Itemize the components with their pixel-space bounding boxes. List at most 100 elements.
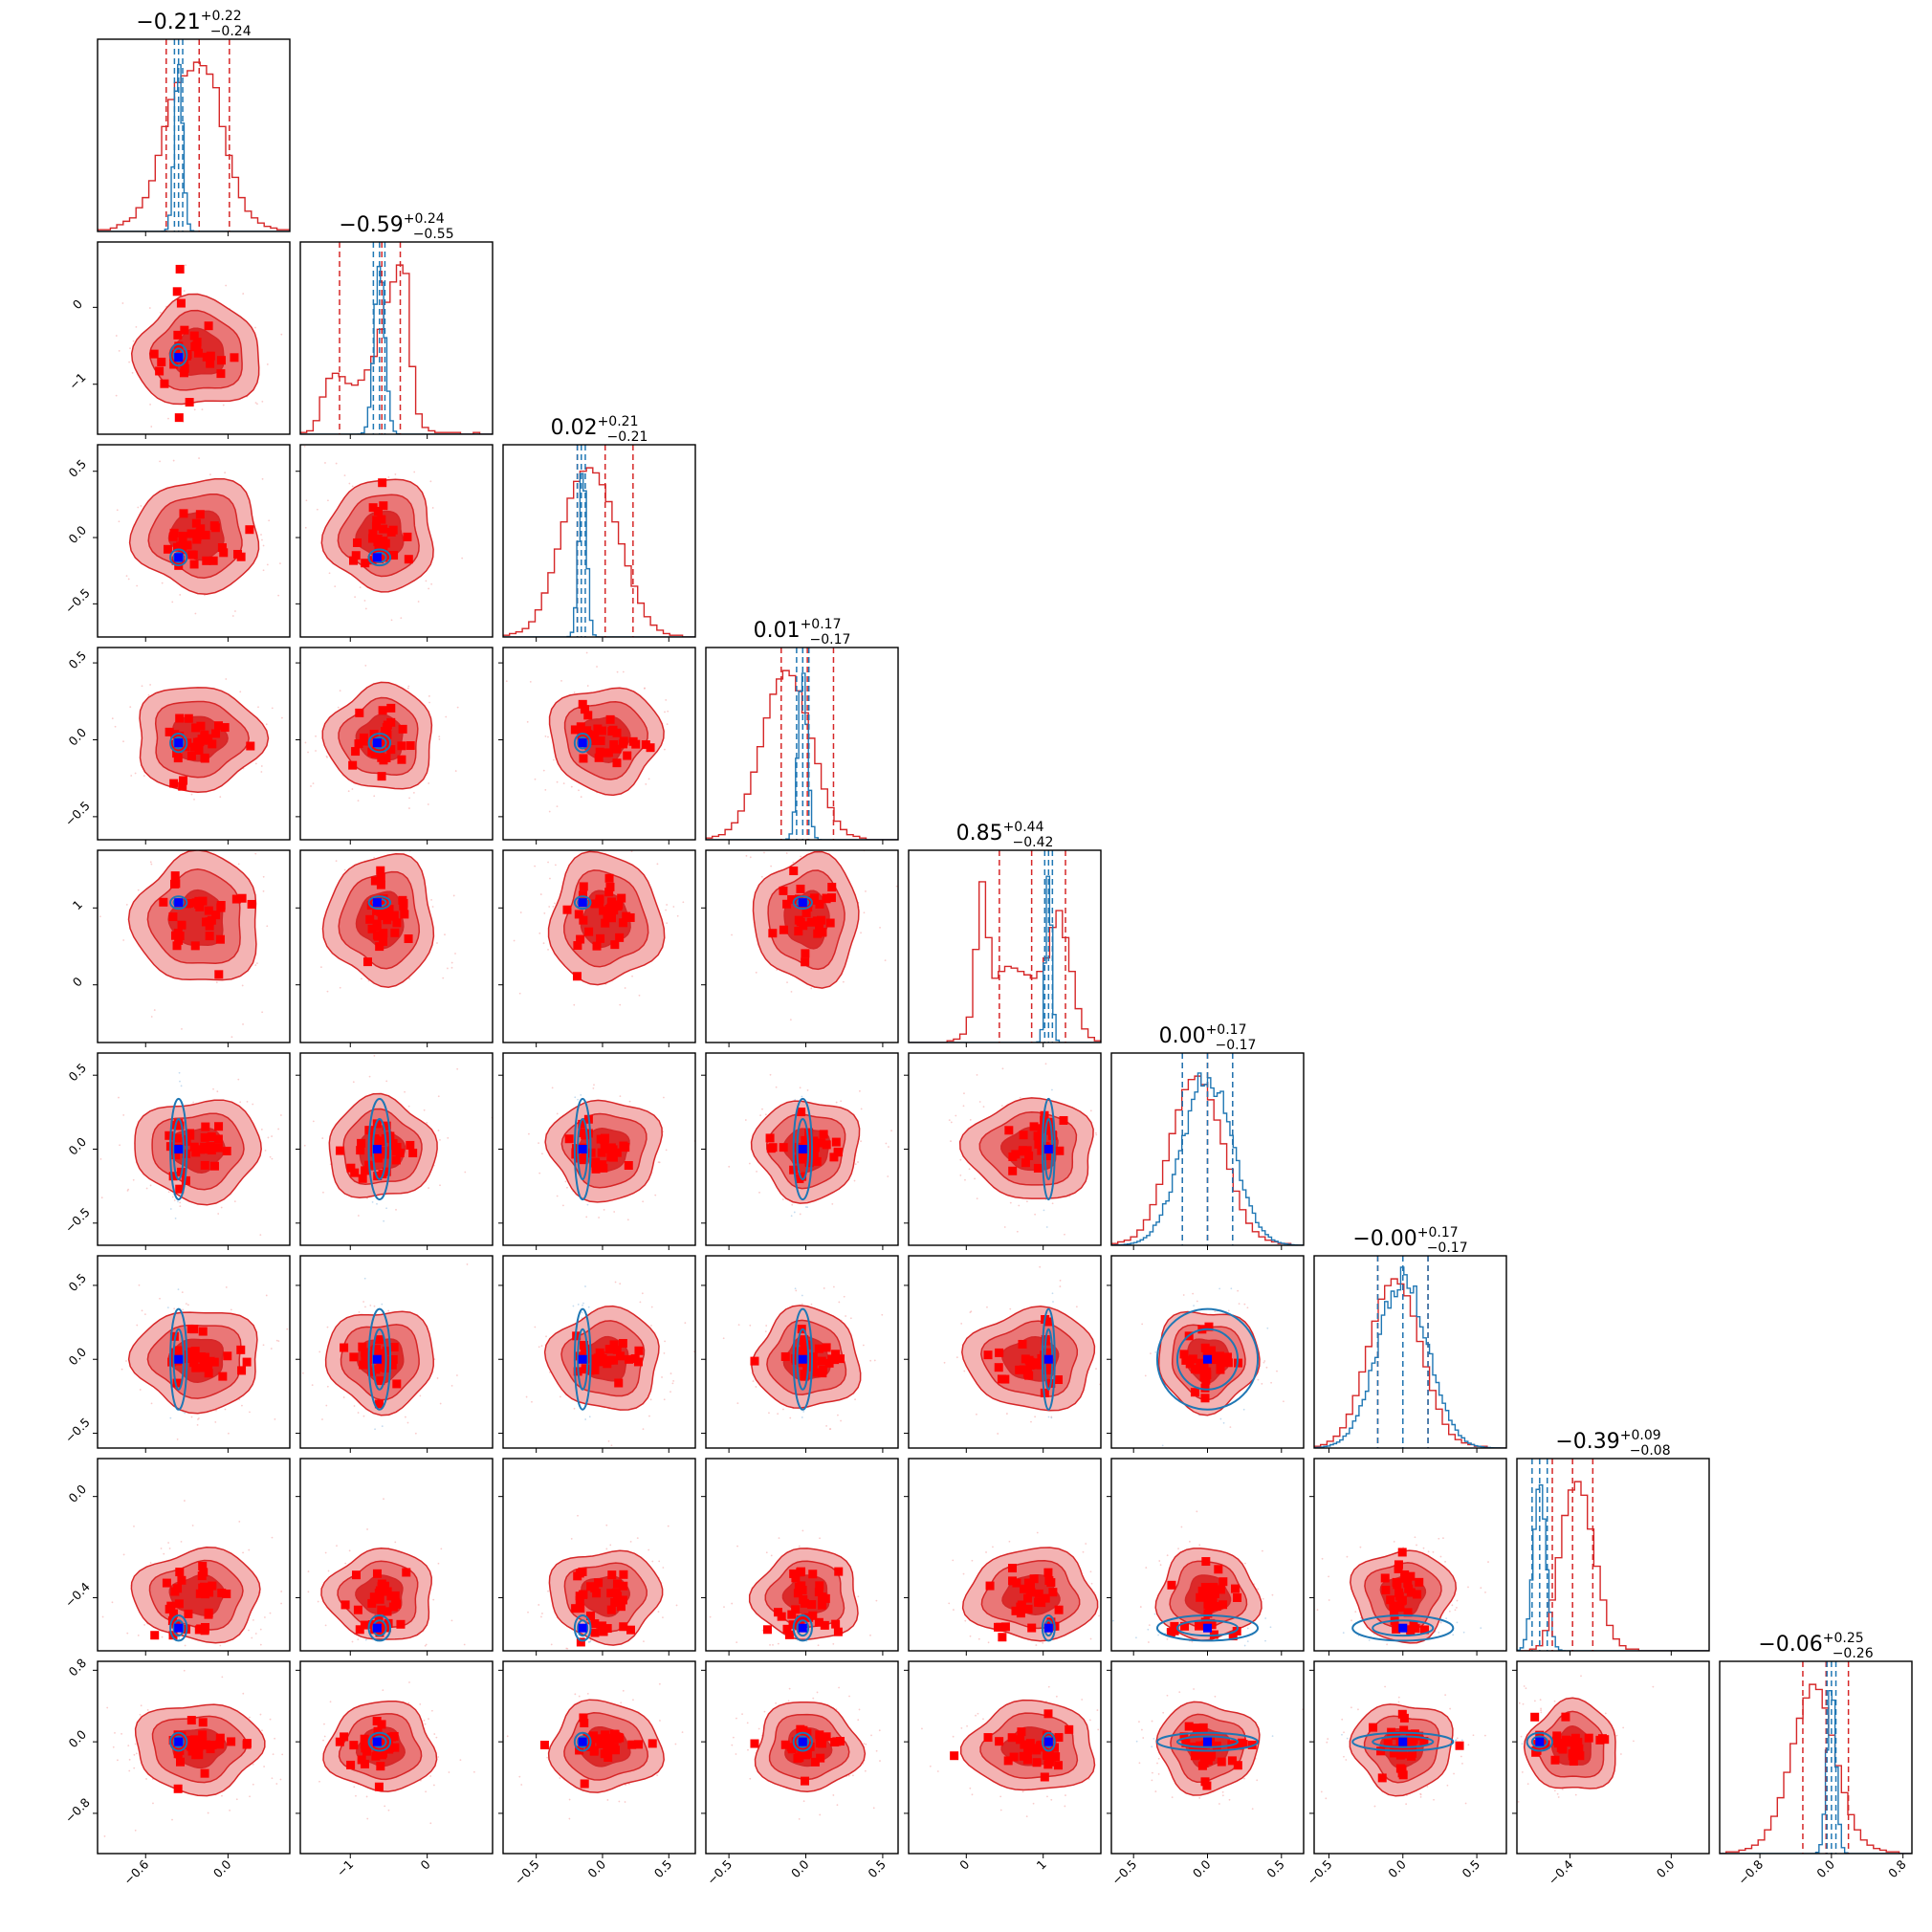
- sample-dot-a: [315, 735, 317, 737]
- sample-dot-a: [452, 894, 455, 897]
- sample-dot-a: [722, 1337, 725, 1340]
- marker-a: [612, 1579, 622, 1589]
- marker-a: [376, 1363, 385, 1372]
- marker-a: [376, 1376, 385, 1386]
- marker-a: [174, 1599, 184, 1609]
- sample-dot-a: [654, 1194, 657, 1197]
- title-plus: +0.09: [1620, 1428, 1661, 1443]
- sample-dot-a: [538, 1172, 541, 1175]
- marker-a: [346, 1163, 356, 1173]
- marker-a: [1059, 1115, 1068, 1125]
- sample-dot-a: [304, 741, 307, 744]
- sample-dot-b: [177, 1200, 179, 1203]
- marker-a: [209, 556, 218, 565]
- sample-dot-a: [432, 1598, 435, 1601]
- marker-a: [801, 909, 811, 918]
- title-plus: +0.17: [801, 617, 842, 632]
- marker-a: [217, 543, 227, 553]
- sample-dot-a: [619, 1095, 622, 1098]
- marker-a: [374, 1335, 384, 1345]
- marker-a: [576, 1604, 585, 1614]
- sample-dot-a: [192, 1101, 195, 1104]
- sample-dot-a: [1196, 1300, 1198, 1303]
- sample-dot-a: [978, 1101, 981, 1103]
- marker-a: [372, 1569, 382, 1578]
- marker-a: [178, 532, 187, 541]
- sample-dot-a: [219, 1644, 222, 1647]
- sample-dot-a: [248, 1629, 250, 1632]
- sample-dot-a: [1016, 1230, 1019, 1233]
- sample-dot-a: [684, 1322, 687, 1325]
- marker-a: [204, 906, 213, 915]
- panel-frame: [97, 38, 291, 232]
- contour-b-level-1: [1175, 1328, 1240, 1391]
- sample-dot-a: [785, 852, 788, 854]
- true-value-marker: [174, 553, 184, 562]
- sample-dot-a: [736, 1402, 739, 1405]
- true-value-marker: [578, 1354, 587, 1364]
- sample-dot-a: [301, 1372, 304, 1374]
- sample-dot-a: [307, 751, 309, 754]
- marker-a: [578, 699, 587, 709]
- marker-a: [165, 1604, 174, 1614]
- sample-dot-a: [224, 472, 227, 474]
- sample-dot-a: [600, 846, 602, 848]
- marker-a: [192, 737, 202, 747]
- sample-dot-a: [541, 1153, 543, 1155]
- sample-dot-a: [860, 1108, 863, 1110]
- marker-a: [646, 743, 655, 753]
- marker-a: [790, 1353, 800, 1363]
- panel-title-5: 0.00+0.17 −0.17: [1159, 1022, 1257, 1053]
- marker-a: [573, 941, 582, 951]
- marker-a: [592, 941, 602, 951]
- true-value-marker: [174, 353, 184, 362]
- corner-panels: [82, 38, 1913, 1858]
- sample-dot-a: [860, 1140, 863, 1143]
- marker-a: [379, 501, 388, 511]
- sample-dot-a: [543, 911, 546, 914]
- sample-dot-a: [454, 953, 456, 955]
- marker-a: [378, 706, 387, 715]
- marker-a: [209, 521, 219, 531]
- sample-dot-a: [261, 1011, 264, 1014]
- sample-dot-a: [792, 861, 795, 864]
- sample-dot-a: [1059, 1285, 1062, 1287]
- sample-dot-a: [444, 933, 446, 936]
- sample-dot-a: [407, 685, 410, 688]
- marker-a: [361, 1166, 370, 1175]
- sample-dot-a: [259, 1234, 262, 1237]
- marker-a: [171, 879, 181, 889]
- marker-a: [367, 747, 377, 757]
- marker-a: [604, 873, 614, 883]
- sample-dot-a: [776, 969, 779, 971]
- marker-a: [1018, 1339, 1027, 1349]
- marker-a: [195, 510, 205, 519]
- marker-a: [165, 727, 174, 736]
- sample-dot-a: [82, 542, 84, 544]
- sample-dot-a: [636, 1537, 639, 1540]
- sample-dot-a: [559, 1395, 561, 1398]
- sample-dot-a: [666, 904, 669, 906]
- panel-title-6: −0.00+0.17 −0.17: [1352, 1225, 1467, 1256]
- sample-dot-a: [362, 1301, 365, 1303]
- sample-dot-a: [256, 403, 258, 406]
- marker-a: [386, 745, 396, 755]
- histogram-panel-5: [1110, 1052, 1305, 1250]
- marker-a: [162, 1578, 171, 1588]
- sample-dot-a: [181, 1291, 184, 1294]
- marker-a: [388, 1354, 398, 1364]
- marker-a: [350, 1168, 360, 1177]
- marker-a: [368, 534, 378, 543]
- marker-a: [1025, 1357, 1035, 1367]
- marker-a: [571, 1604, 581, 1614]
- sample-dot-a: [194, 1658, 196, 1660]
- marker-a: [804, 1157, 814, 1167]
- sample-dot-a: [280, 1591, 283, 1592]
- marker-a: [586, 1611, 596, 1620]
- sample-dot-a: [101, 1615, 104, 1618]
- sample-dot-a: [842, 980, 845, 983]
- sample-dot-a: [888, 1146, 889, 1148]
- sample-dot-a: [539, 893, 542, 895]
- marker-a: [189, 1325, 199, 1334]
- sample-dot-a: [672, 906, 675, 908]
